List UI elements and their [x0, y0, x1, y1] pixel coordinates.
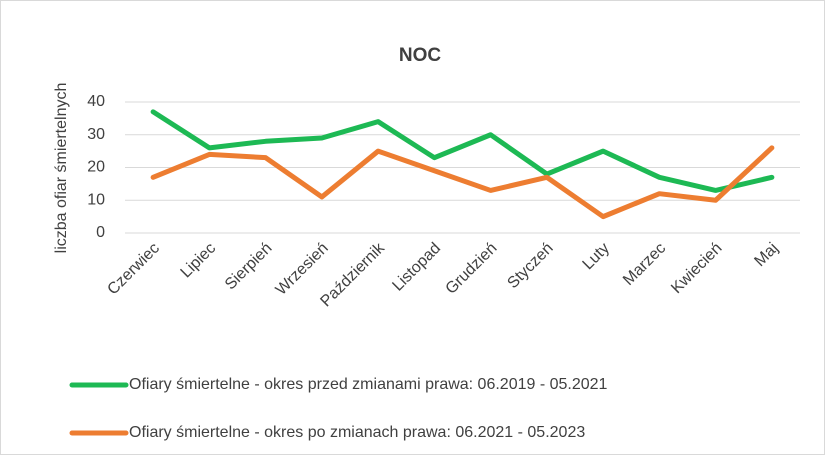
y-tick-label: 10 [87, 191, 105, 208]
y-tick-label: 30 [87, 126, 105, 143]
legend-label: Ofiary śmiertelne - okres po zmianach pr… [129, 424, 585, 441]
y-tick-label: 0 [96, 224, 105, 241]
y-axis-label: liczba ofiar śmiertelnych [53, 83, 70, 254]
chart-title: NOC [399, 45, 442, 66]
y-tick-label: 40 [87, 93, 105, 110]
legend-label: Ofiary śmiertelne - okres przed zmianami… [129, 376, 608, 393]
y-tick-label: 20 [87, 159, 105, 176]
series-line [150, 109, 775, 193]
series-line [150, 145, 775, 220]
